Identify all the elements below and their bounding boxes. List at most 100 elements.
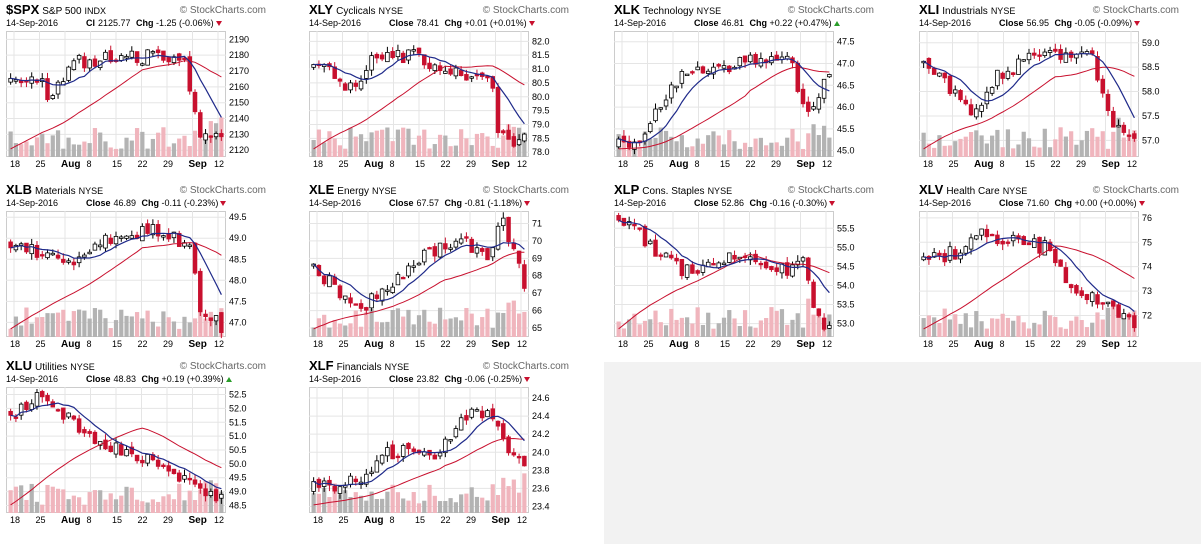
y-tick-label: 53.5: [837, 300, 855, 310]
y-tick-label: 51.0: [229, 431, 247, 441]
chart-panel-xli[interactable]: XLI Industrials NYSE © StockCharts.com 14-Se…: [919, 3, 1179, 169]
chart-panel-xlk[interactable]: XLK Technology NYSE © StockCharts.com 14-Sep…: [614, 3, 874, 169]
y-tick-label: 47.5: [837, 37, 855, 47]
volume-bar: [385, 321, 390, 337]
candle-body: [495, 86, 501, 134]
y-tick-label: 49.5: [229, 473, 247, 483]
candle-body: [119, 236, 124, 239]
chart-panel-spx[interactable]: $SPX S&P 500 INDX © StockCharts.com 14-Sep-2…: [6, 2, 266, 169]
candle-body: [485, 248, 490, 261]
volume-bar: [55, 312, 61, 337]
volume-bar: [1063, 328, 1068, 337]
x-tick-label: 8: [390, 515, 395, 525]
y-tick-label: 79.0: [532, 120, 550, 130]
candle-body: [774, 267, 779, 272]
candle-body: [1021, 59, 1026, 62]
candle-body: [648, 123, 653, 133]
y-tick-label: 70: [532, 236, 542, 246]
candle-body: [166, 57, 171, 63]
x-tick-label: 22: [746, 159, 756, 169]
volume-bar: [690, 323, 695, 337]
volume-bar: [374, 130, 379, 157]
candle-body: [364, 307, 369, 311]
chart-panel-xly[interactable]: XLY Cyclicals NYSE © StockCharts.com 14-Sep-…: [309, 3, 569, 169]
change-label: Chg: [133, 18, 157, 28]
volume-bar: [108, 328, 113, 337]
y-tick-label: 48.5: [229, 500, 247, 510]
candle-body: [989, 233, 995, 237]
volume-bar: [124, 315, 129, 337]
x-tick-label: Aug: [61, 339, 80, 349]
volume-bar: [459, 494, 464, 513]
candle-body: [511, 452, 517, 456]
volume-bar: [385, 491, 390, 513]
candle-body: [395, 455, 401, 459]
volume-bar: [19, 144, 24, 157]
volume-bar: [437, 307, 443, 337]
candle-body: [108, 50, 113, 63]
volume-bar: [1100, 319, 1105, 337]
candle-body: [1121, 124, 1127, 133]
chart-panel-xlu[interactable]: XLU Utilities NYSE © StockCharts.com 14-Sep-…: [6, 359, 266, 525]
x-tick-label: 8: [695, 159, 700, 169]
x-tick-label: 8: [87, 339, 92, 349]
chart-panel-xlf[interactable]: XLF Financials NYSE © StockCharts.com 14-Sep…: [309, 359, 569, 525]
candle-body: [989, 87, 995, 94]
moving-average-slow: [618, 253, 830, 330]
candle-body: [92, 431, 98, 444]
volume-bar: [358, 134, 364, 157]
volume-bar: [316, 493, 322, 513]
candle-body: [506, 216, 511, 243]
quote-date: 14-Sep-2016: [309, 198, 362, 208]
candle-body: [140, 63, 145, 66]
candle-body: [40, 391, 45, 398]
x-tick-label: 12: [1127, 339, 1137, 349]
x-tick-label: 25: [339, 339, 349, 349]
candle-body: [827, 74, 832, 78]
volume-bar: [811, 124, 816, 157]
candle-body: [616, 215, 621, 221]
volume-bar: [453, 502, 458, 513]
x-tick-label: 22: [441, 339, 451, 349]
symbol: $SPX: [6, 2, 40, 17]
candle-body: [406, 442, 411, 450]
volume-bar: [690, 146, 695, 157]
x-tick-label: Aug: [974, 339, 993, 349]
price-chart: 55.5 55.0 54.5 54.0 53.5 53.0 18 25 Aug 8 15 22 29 Se…: [614, 211, 855, 349]
volume-bar: [87, 492, 92, 513]
volume-bar: [161, 127, 166, 157]
volume-bar: [963, 136, 968, 157]
candle-body: [642, 225, 648, 247]
x-tick-label: 8: [1000, 339, 1005, 349]
candle-body: [432, 64, 438, 71]
x-tick-label: 29: [163, 159, 173, 169]
volume-bar: [156, 132, 161, 157]
candle-body: [1100, 78, 1106, 94]
volume-bar: [1053, 316, 1058, 337]
volume-bar: [171, 143, 177, 157]
volume-bar: [821, 125, 827, 157]
candle-body: [1074, 285, 1079, 294]
price-chart: 76 75 74 73 72 18 25 Aug 8 15 22 29 Sep 12: [919, 211, 1152, 349]
y-tick-label: 48.5: [229, 254, 247, 264]
candle-body: [621, 135, 627, 143]
volume-bar: [522, 473, 527, 513]
candle-body: [34, 244, 40, 258]
candle-body: [55, 409, 61, 412]
chart-panel-xle[interactable]: XLE Energy NYSE © StockCharts.com 14-Sep-201…: [309, 183, 569, 349]
change-value: -0.11 (-0.23%): [161, 198, 219, 208]
volume-bar: [737, 148, 742, 157]
volume-bars: [311, 124, 527, 157]
y-tick-label: 2160: [229, 82, 249, 92]
volume-bar: [1005, 129, 1011, 157]
up-arrow-icon: [833, 21, 840, 27]
volume-bar: [984, 328, 989, 337]
chart-panel-xlp[interactable]: XLP Cons. Staples NYSE © StockCharts.com 14-…: [614, 183, 874, 349]
candle-body: [140, 226, 145, 242]
chart-panel-xlb[interactable]: XLB Materials NYSE © StockCharts.com 14-Sep-…: [6, 183, 266, 349]
candle-body: [1111, 300, 1116, 307]
chart-panel-xlv[interactable]: XLV Health Care NYSE © StockCharts.com 14-Se…: [919, 183, 1179, 349]
candle-body: [690, 71, 695, 74]
volume-bar: [932, 317, 937, 337]
candle-body: [458, 417, 464, 431]
